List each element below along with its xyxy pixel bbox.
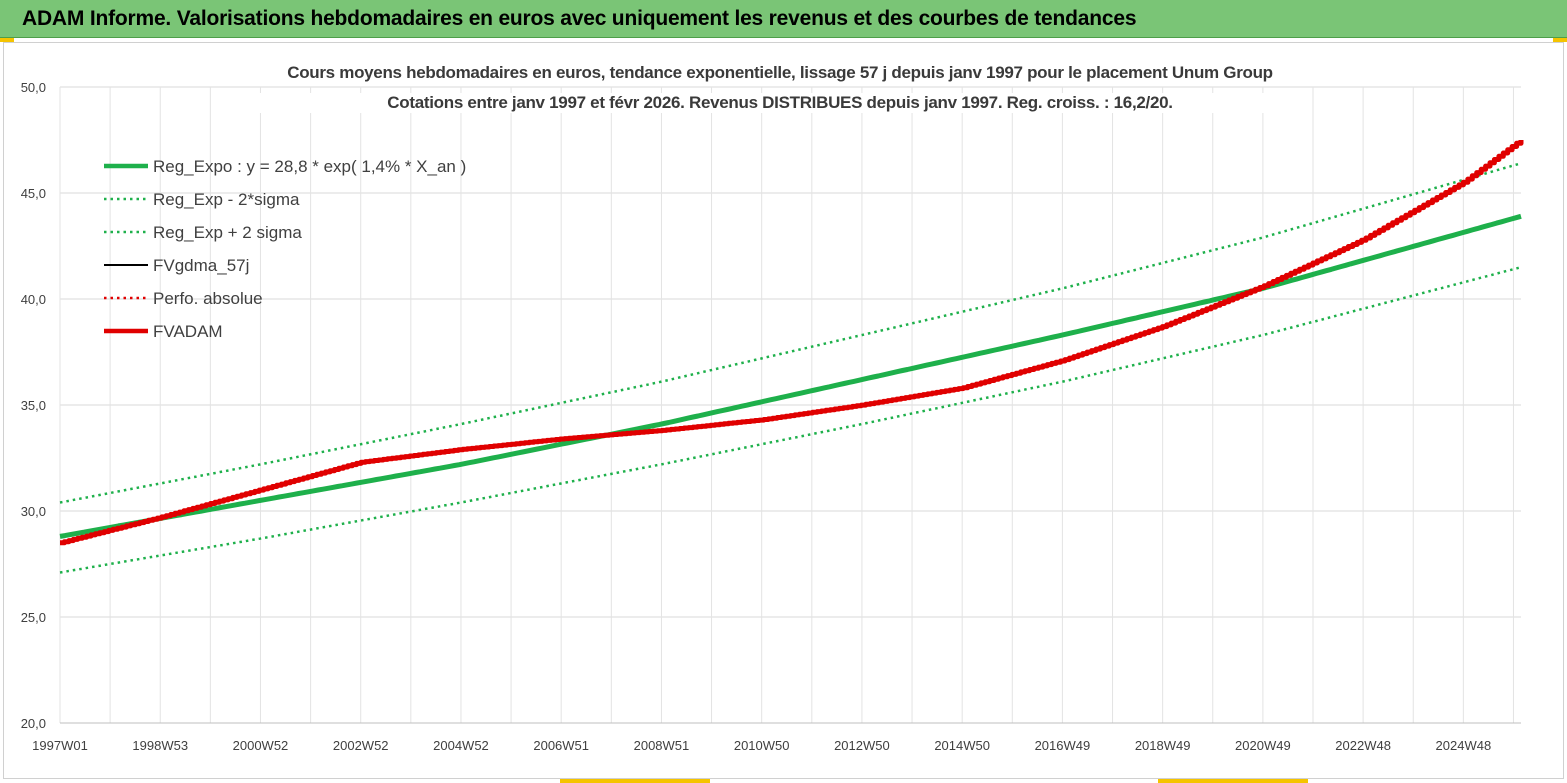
legend-label: Reg_Expo : y = 28,8 * exp( 1,4% * X_an ) <box>153 157 466 176</box>
y-tick-label: 40,0 <box>21 292 46 307</box>
series-line-0 <box>59 213 1522 539</box>
x-tick-label: 2000W52 <box>233 738 289 753</box>
x-tick-label: 2024W48 <box>1436 738 1492 753</box>
corner-mark-top-right <box>1553 38 1567 42</box>
corner-mark-bottom <box>560 779 710 783</box>
chart-legend: Reg_Expo : y = 28,8 * exp( 1,4% * X_an )… <box>104 157 466 341</box>
chart-grid <box>59 86 1521 724</box>
legend-label: Reg_Exp + 2 sigma <box>153 223 302 242</box>
corner-mark-top-left <box>0 38 14 42</box>
corner-mark-bottom-2 <box>1158 779 1308 783</box>
x-tick-label: 2020W49 <box>1235 738 1291 753</box>
y-tick-label: 25,0 <box>21 610 46 625</box>
legend-label: FVADAM <box>153 322 223 341</box>
y-tick-label: 20,0 <box>21 716 46 731</box>
report-banner: ADAM Informe. Valorisations hebdomadaire… <box>0 0 1567 38</box>
y-axis-ticks: 20,0 25,0 30,0 35,0 40,0 45,0 50,0 <box>21 80 46 731</box>
legend-label: FVgdma_57j <box>153 256 249 275</box>
y-tick-label: 35,0 <box>21 398 46 413</box>
report-title: ADAM Informe. Valorisations hebdomadaire… <box>22 7 1137 30</box>
legend-label: Perfo. absolue <box>153 289 263 308</box>
y-tick-label: 30,0 <box>21 504 46 519</box>
x-tick-label: 2010W50 <box>734 738 790 753</box>
x-tick-label: 2002W52 <box>333 738 389 753</box>
y-tick-label: 45,0 <box>21 186 46 201</box>
x-tick-label: 2014W50 <box>934 738 990 753</box>
chart-subtitle: Cotations entre janv 1997 et févr 2026. … <box>250 93 1310 113</box>
series-line-1 <box>59 265 1522 574</box>
series-line-2 <box>59 162 1522 504</box>
chart-title: Cours moyens hebdomadaires en euros, ten… <box>250 63 1310 83</box>
x-tick-label: 2006W51 <box>533 738 589 753</box>
chart-frame <box>3 42 1564 779</box>
x-tick-label: 2012W50 <box>834 738 890 753</box>
x-tick-label: 2018W49 <box>1135 738 1191 753</box>
chart-series <box>59 140 1524 574</box>
legend-label: Reg_Exp - 2*sigma <box>153 190 300 209</box>
series-line-5 <box>60 140 1524 546</box>
x-axis-ticks: 1997W01 1998W53 2000W52 2002W52 2004W52 2006W… <box>32 738 1491 753</box>
x-tick-label: 2016W49 <box>1035 738 1091 753</box>
x-tick-label: 1998W53 <box>132 738 188 753</box>
x-tick-label: 2004W52 <box>433 738 489 753</box>
x-tick-label: 2022W48 <box>1335 738 1391 753</box>
x-tick-label: 1997W01 <box>32 738 88 753</box>
y-tick-label: 50,0 <box>21 80 46 95</box>
x-tick-label: 2008W51 <box>634 738 690 753</box>
